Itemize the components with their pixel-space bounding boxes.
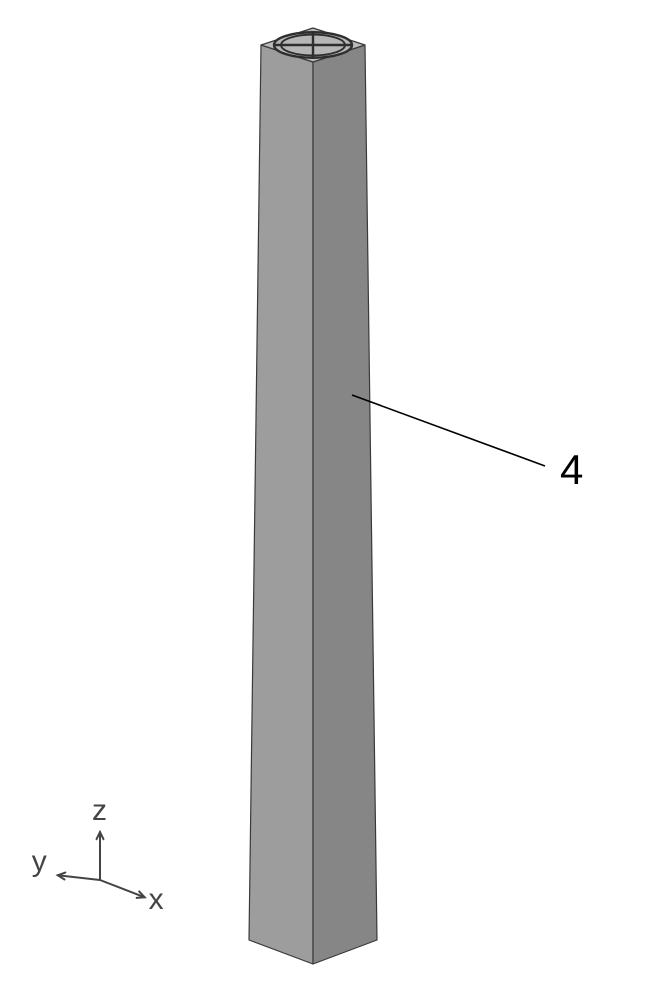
axis-label-x: x [149,883,164,917]
axis-label-y: y [32,845,47,879]
axis-label-z: z [92,794,107,828]
diagram-stage: 4 x y z [0,0,646,1000]
diagram-svg [0,0,646,1000]
callout-label-4: 4 [560,446,583,494]
